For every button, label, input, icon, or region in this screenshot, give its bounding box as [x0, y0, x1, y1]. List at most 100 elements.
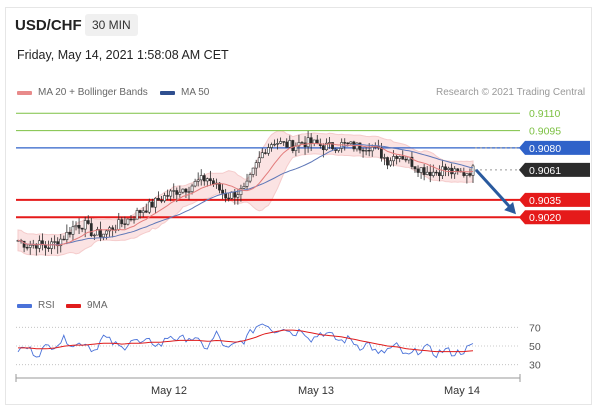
- candle-body: [163, 195, 166, 202]
- candle-body: [135, 210, 139, 220]
- candle-body: [456, 168, 460, 172]
- ma50-legend-label: MA 50: [181, 87, 210, 98]
- rsi-swatch: [17, 303, 32, 308]
- candle-body: [126, 218, 130, 225]
- candle-body: [465, 173, 469, 176]
- symbol-title: USD/CHF: [15, 17, 82, 34]
- level-tag-0.9061: [519, 162, 590, 177]
- level-label-0.9061: 0.9061: [529, 165, 561, 177]
- candle-body: [386, 157, 389, 166]
- level-tag-0.9080: [519, 140, 590, 155]
- candle-body: [346, 142, 350, 145]
- candle-body: [428, 171, 432, 176]
- candle-body: [28, 244, 32, 248]
- candle-body: [450, 167, 454, 175]
- candle-body: [120, 219, 124, 225]
- candle-body: [175, 190, 179, 195]
- candle-body: [25, 247, 29, 249]
- x-tick-label: May 12: [151, 385, 187, 397]
- candle-body: [62, 238, 66, 241]
- legend-ma20: MA 20 + Bollinger Bands: [17, 87, 148, 98]
- candle-body: [251, 167, 255, 175]
- candle-body: [434, 171, 438, 174]
- candle-body: [389, 160, 392, 166]
- candle-body: [395, 156, 399, 159]
- candle-body: [404, 158, 408, 161]
- forecast-arrow: [474, 168, 516, 215]
- candle-body: [260, 152, 264, 159]
- candle-body: [218, 182, 221, 191]
- candle-body: [416, 168, 420, 173]
- level-tag-0.9035: [519, 192, 590, 207]
- candle-body: [297, 142, 301, 147]
- candle-body: [285, 141, 289, 148]
- candle-body: [331, 142, 334, 150]
- legend-rsi: RSI: [17, 300, 55, 311]
- timestamp: Friday, May 14, 2021 1:58:08 AM CET: [17, 48, 229, 62]
- candle-body: [379, 147, 383, 159]
- candle-body: [367, 149, 371, 152]
- legend-ma9: 9MA: [66, 300, 108, 311]
- ma20-swatch: [17, 90, 32, 95]
- candle-body: [138, 210, 142, 213]
- candle-body: [117, 219, 121, 230]
- candle-body: [383, 157, 386, 159]
- rsi-level-label-50: 50: [529, 341, 541, 353]
- candle-body: [221, 189, 224, 194]
- forecast-arrow-shaft: [474, 168, 513, 210]
- candle-body: [431, 171, 435, 176]
- x-axis: May 12 May 13 May 14: [15, 374, 521, 397]
- timeframe-badge[interactable]: 30 MIN: [85, 14, 138, 36]
- candle-body: [178, 191, 182, 195]
- candle-body: [172, 190, 176, 192]
- candle-body: [208, 178, 212, 182]
- candle-body: [105, 230, 108, 235]
- candle-body: [447, 167, 450, 170]
- candle-body: [267, 147, 270, 154]
- chart-panel: [5, 7, 592, 405]
- candle-body: [65, 232, 69, 240]
- rsi-level-label-70: 70: [529, 322, 541, 334]
- candle-body: [422, 167, 426, 175]
- rsi-panel: 70 50 30: [16, 322, 541, 372]
- candle-body: [236, 194, 240, 198]
- ma9-legend-label: 9MA: [87, 300, 108, 311]
- candle-body: [59, 238, 63, 247]
- candle-body: [233, 191, 237, 198]
- ma20-legend-label: MA 20 + Bollinger Bands: [38, 87, 148, 98]
- candle-body: [462, 171, 466, 176]
- x-tick-label: May 13: [298, 385, 334, 397]
- candle-body: [74, 225, 78, 228]
- candle-body: [144, 210, 148, 213]
- candle-body: [419, 167, 423, 173]
- ma9-swatch: [66, 303, 81, 308]
- candle-body: [95, 229, 99, 236]
- candle-body: [413, 166, 417, 170]
- candle-body: [441, 166, 444, 176]
- ma50-line: [17, 143, 474, 246]
- candle-body: [325, 142, 328, 151]
- level-label-0.9020: 0.9020: [529, 212, 561, 224]
- candle-body: [68, 232, 72, 235]
- candle-body: [129, 218, 133, 221]
- research-credit: Research © 2021 Trading Central: [436, 87, 586, 98]
- candle-body: [343, 142, 347, 144]
- candle-body: [47, 247, 50, 249]
- candle-body: [83, 220, 87, 230]
- forecast-arrow-head: [504, 202, 516, 215]
- candle-body: [92, 234, 96, 237]
- candle-body: [71, 226, 75, 235]
- candle-body: [349, 141, 353, 144]
- candle-body: [358, 142, 362, 151]
- bollinger-band-area: [17, 130, 474, 257]
- candle-body: [166, 195, 170, 197]
- candle-body: [263, 152, 267, 154]
- candle-body: [340, 142, 344, 149]
- candle-body: [279, 141, 283, 144]
- candle-body: [89, 223, 93, 237]
- candle-body: [282, 141, 286, 143]
- candle-body: [242, 186, 246, 189]
- candle-body: [257, 157, 261, 163]
- candle-body: [321, 145, 325, 151]
